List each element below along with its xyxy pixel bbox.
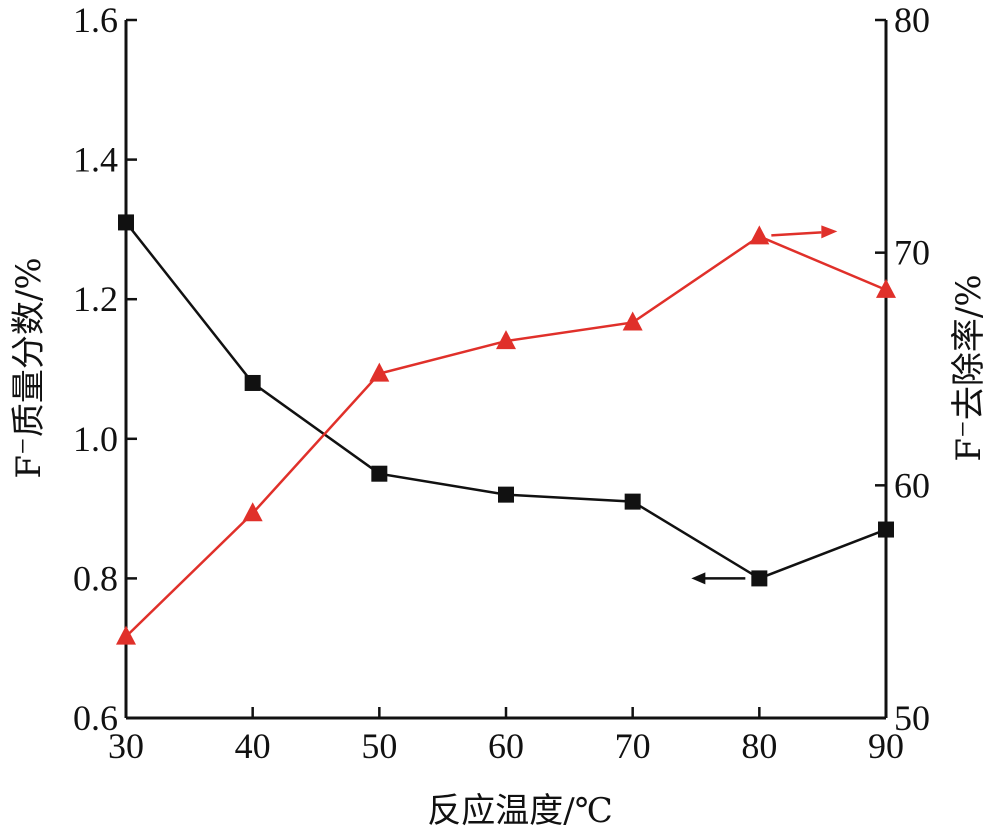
- right-axis-arrow-head: [821, 225, 838, 239]
- left-tick-label: 1.4: [73, 140, 118, 180]
- triangle-marker: [369, 362, 390, 382]
- series-layer: [116, 214, 896, 645]
- ticks: 0.6 0.8 1.0 1.2 1.4 1.6 50 60 70 80 30 40 50 60 70 80 90: [73, 0, 930, 766]
- axes: [124, 20, 888, 720]
- right-tick-label: 50: [894, 698, 930, 738]
- square-marker: [751, 570, 768, 587]
- x-tick-label: 80: [741, 726, 777, 766]
- right-tick-label: 70: [894, 233, 930, 273]
- x-tick-label: 50: [361, 726, 397, 766]
- x-tick-label: 30: [108, 726, 144, 766]
- left-axis-title: F⁻质量分数/%: [9, 257, 49, 478]
- x-tick-label: 40: [235, 726, 271, 766]
- x-axis-title: 反应温度/℃: [427, 791, 613, 831]
- right-tick-label: 60: [894, 465, 930, 505]
- left-tick-label: 1.2: [73, 279, 118, 319]
- x-tick-label: 90: [868, 726, 904, 766]
- square-marker: [371, 465, 388, 482]
- square-marker: [118, 214, 134, 231]
- square-marker: [878, 521, 894, 538]
- triangle-marker: [749, 225, 770, 245]
- triangle-marker: [242, 502, 263, 522]
- square-marker: [244, 374, 261, 391]
- triangle-marker: [876, 278, 896, 298]
- left-tick-label: 0.6: [73, 698, 118, 738]
- annotations: [691, 225, 838, 585]
- left-tick-label: 0.8: [73, 558, 118, 598]
- square-marker: [498, 486, 514, 503]
- right-axis-title: F⁻去除率/%: [949, 274, 989, 461]
- right-tick-label: 80: [894, 0, 930, 40]
- triangle-marker: [622, 311, 643, 331]
- right-axis-arrow-shaft: [771, 231, 822, 237]
- triangle-marker: [116, 625, 136, 645]
- right-series-line: [125, 234, 887, 638]
- triangle-marker: [496, 330, 516, 350]
- left-tick-label: 1.6: [73, 0, 118, 40]
- x-tick-label: 70: [615, 726, 651, 766]
- left-axis-arrow-head: [691, 572, 706, 585]
- x-tick-label: 60: [488, 726, 524, 766]
- square-marker: [624, 493, 641, 510]
- left-tick-label: 1.0: [73, 419, 118, 459]
